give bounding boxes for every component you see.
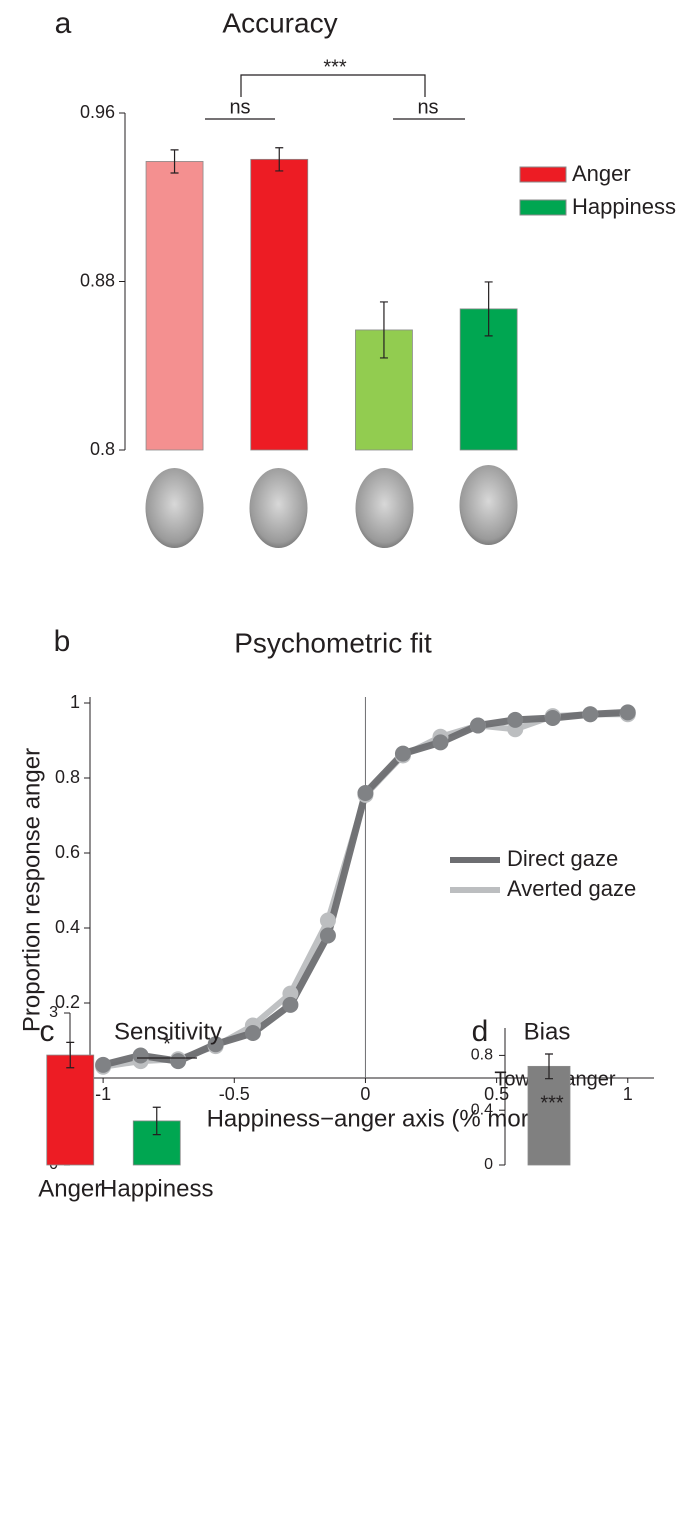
data-point: [619, 704, 636, 721]
x-tick-label: -1: [95, 1084, 111, 1104]
y-tick-label: 0.8: [471, 1047, 493, 1064]
significance-label: ***: [323, 56, 347, 78]
data-point: [170, 1053, 187, 1070]
data-point: [132, 1047, 149, 1064]
y-tick-label: 0.4: [55, 917, 80, 937]
x-tick-label: 0.5: [484, 1084, 509, 1104]
data-point: [207, 1036, 224, 1053]
data-point: [507, 711, 524, 728]
data-point: [544, 710, 561, 726]
error-bar: [170, 149, 179, 174]
y-tick-label: 0: [484, 1156, 493, 1173]
y-tick-label: 0.2: [55, 992, 80, 1012]
error-bar: [66, 1041, 75, 1069]
data-point: [319, 912, 336, 929]
legend-label: Direct gaze: [507, 846, 618, 871]
face-image: [145, 468, 204, 548]
legend-label: Anger: [572, 161, 631, 186]
significance-label: *: [163, 1033, 171, 1055]
chart-title: Accuracy: [222, 7, 337, 38]
chart-title: Sensitivity: [114, 1018, 222, 1045]
x-axis-label: Happiness−anger axis (% morph): [207, 1105, 564, 1132]
data-point: [319, 927, 336, 944]
data-point: [244, 1025, 261, 1041]
chart-title: Psychometric fit: [234, 627, 432, 658]
bar: [250, 158, 309, 451]
significance-bracket: [240, 74, 426, 97]
bar: [46, 1054, 95, 1166]
data-point: [432, 734, 449, 751]
data-point: [95, 1056, 112, 1073]
y-tick-label: 0.96: [80, 102, 115, 122]
bar: [527, 1065, 571, 1166]
data-point: [282, 996, 299, 1013]
bar: [145, 161, 204, 451]
data-point: [357, 785, 374, 801]
legend-swatch: [519, 199, 567, 216]
legend-label: Averted gaze: [507, 876, 636, 901]
y-tick-label: 3: [49, 1004, 58, 1021]
error-bar: [484, 281, 493, 337]
error-bar: [275, 147, 284, 172]
legend-swatch: [519, 166, 567, 183]
x-tick-label: Anger: [38, 1175, 102, 1202]
y-axis-label: Proportion response anger: [18, 748, 45, 1032]
data-point: [282, 985, 299, 1002]
x-tick-label: 1: [623, 1084, 633, 1104]
y-tick-label: 0.88: [80, 270, 115, 290]
data-point: [394, 745, 411, 762]
data-point: [469, 717, 486, 734]
face-image: [249, 468, 308, 548]
error-bar: [152, 1106, 161, 1136]
y-tick-label: 0.8: [90, 439, 115, 459]
y-tick-label: 0.4: [471, 1101, 493, 1118]
data-point: [582, 706, 599, 723]
panel-letter: c: [40, 1015, 55, 1048]
error-bar: [545, 1053, 553, 1080]
x-tick-label: 0: [360, 1084, 370, 1104]
legend-label: Happiness: [572, 194, 676, 219]
face-image: [459, 465, 518, 545]
significance-label: ***: [540, 1092, 564, 1114]
chart-title: Bias: [524, 1018, 571, 1045]
y-tick-label: 1: [70, 692, 80, 712]
y-tick-label: 0.6: [55, 842, 80, 862]
significance-label: ns: [417, 96, 438, 118]
face-images: [145, 465, 518, 548]
y-tick-label: 0.8: [55, 767, 80, 787]
panel-letter: a: [55, 7, 72, 40]
error-bar: [379, 301, 388, 359]
x-tick-label: -0.5: [219, 1084, 250, 1104]
panel-letter: d: [472, 1015, 489, 1048]
panel-letter: b: [54, 625, 71, 658]
significance-label: ns: [229, 96, 250, 118]
x-tick-label: Happiness: [100, 1175, 213, 1202]
face-image: [355, 468, 414, 548]
